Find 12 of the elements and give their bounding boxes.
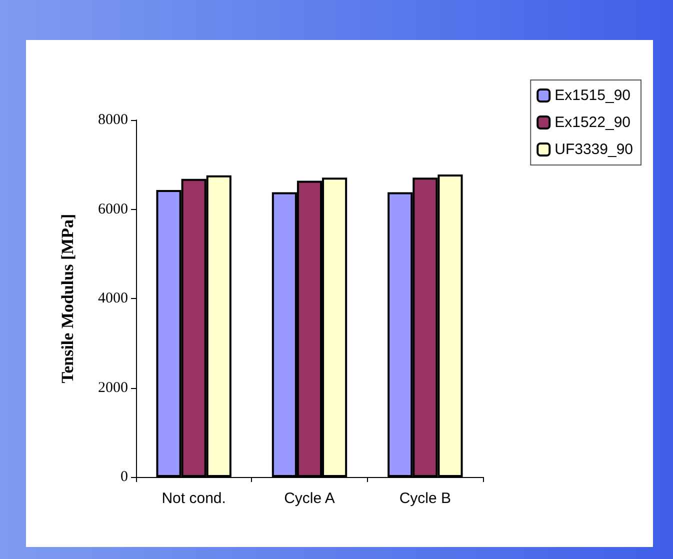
y-axis-title: Tensile Modulus [MPa]	[58, 214, 77, 384]
y-tick-label: 8000	[98, 112, 128, 128]
y-tick-label: 2000	[98, 380, 128, 396]
legend-label: UF3339_90	[554, 141, 634, 158]
x-tick-label: Not cond.	[162, 490, 226, 507]
x-tick-label: Cycle B	[399, 490, 452, 507]
y-tick-label: 4000	[98, 290, 128, 306]
y-tick-label: 6000	[98, 201, 128, 218]
legend-label: Ex1522_90	[554, 114, 631, 131]
legend-label: Ex1515_90	[554, 87, 631, 104]
y-tick-label: 0	[120, 469, 128, 485]
x-tick-label: Cycle A	[284, 490, 335, 507]
